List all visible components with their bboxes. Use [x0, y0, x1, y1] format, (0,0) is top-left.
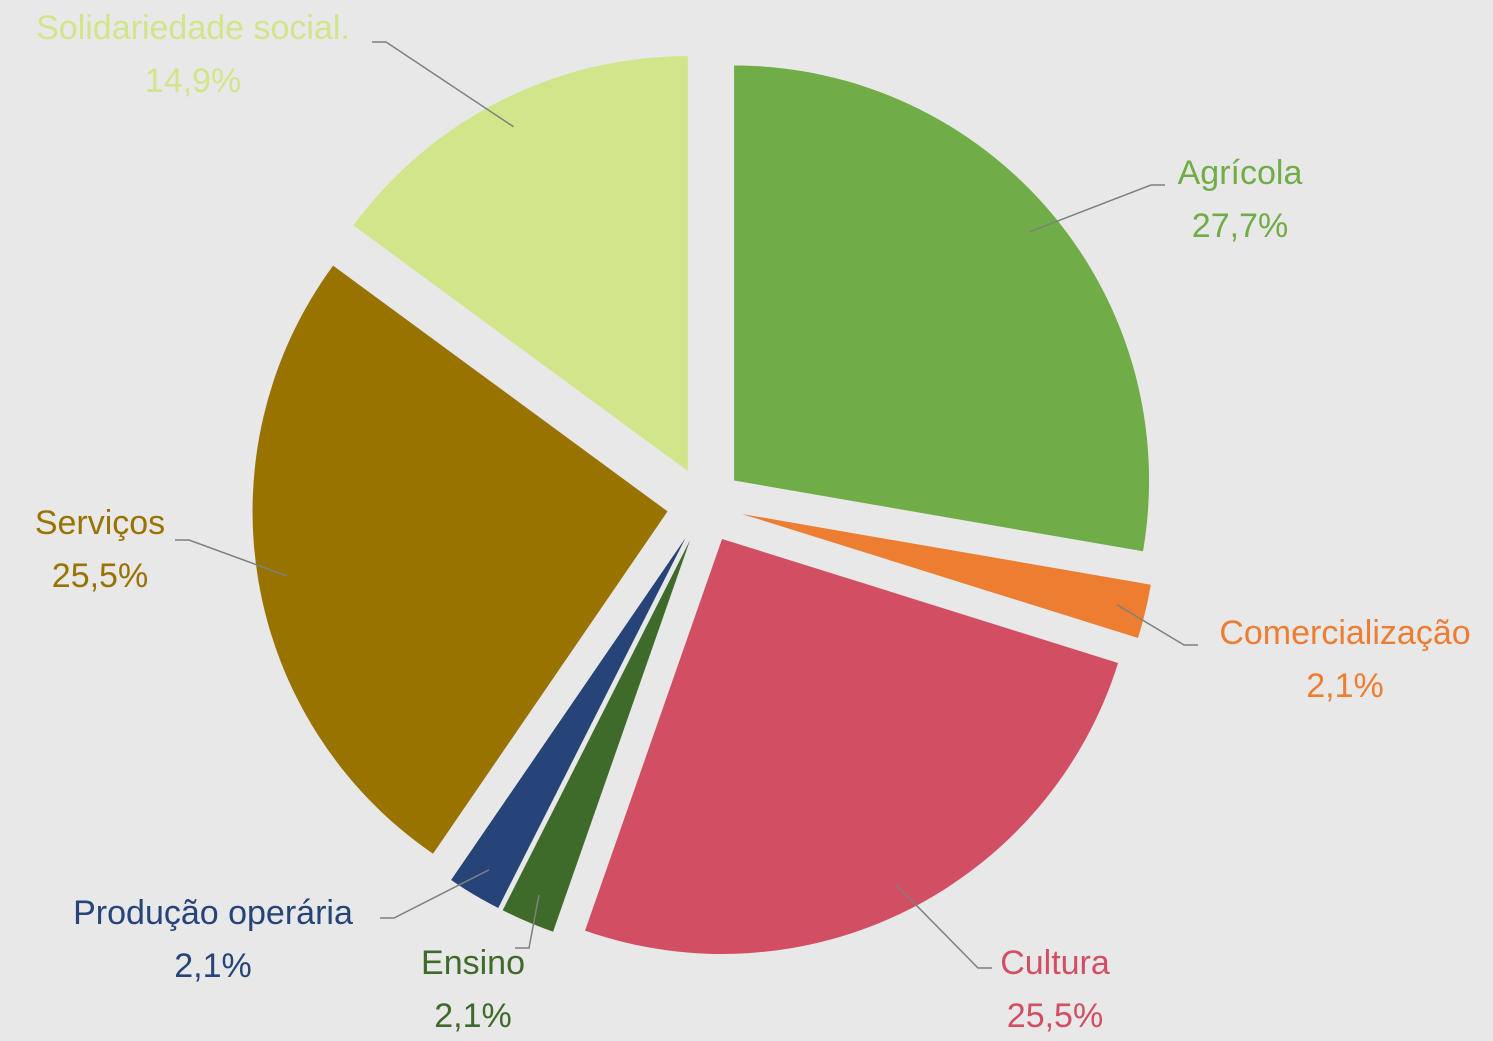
- category-label: Ensino: [421, 944, 525, 982]
- category-label: Produção operária: [73, 894, 353, 932]
- leader-line: [175, 539, 288, 577]
- value-label: 2,1%: [434, 997, 512, 1035]
- value-label: 2,1%: [1306, 667, 1384, 705]
- leader-line: [1116, 604, 1198, 646]
- pie-slice: [451, 537, 686, 908]
- value-label: 27,7%: [1192, 207, 1288, 245]
- pie-slice: [741, 513, 1151, 638]
- pie-slice: [585, 538, 1119, 954]
- leader-line: [372, 41, 514, 128]
- value-label: 14,9%: [145, 62, 241, 100]
- pie-slice: [502, 539, 691, 932]
- category-label: Comercialização: [1219, 614, 1470, 652]
- leader-line: [380, 869, 490, 919]
- value-label: 25,5%: [52, 557, 148, 595]
- pie-slice: [252, 265, 668, 854]
- category-label: Agrícola: [1178, 154, 1303, 192]
- leader-line: [1029, 184, 1165, 233]
- category-label: Serviços: [35, 504, 165, 542]
- category-label: Cultura: [1000, 944, 1110, 982]
- pie-slice: [353, 56, 688, 472]
- pie-slice: [734, 65, 1150, 552]
- leader-line: [515, 894, 540, 949]
- category-label: Solidariedade social.: [36, 9, 350, 47]
- leader-line: [894, 883, 992, 969]
- value-label: 25,5%: [1007, 997, 1103, 1035]
- value-label: 2,1%: [174, 947, 252, 985]
